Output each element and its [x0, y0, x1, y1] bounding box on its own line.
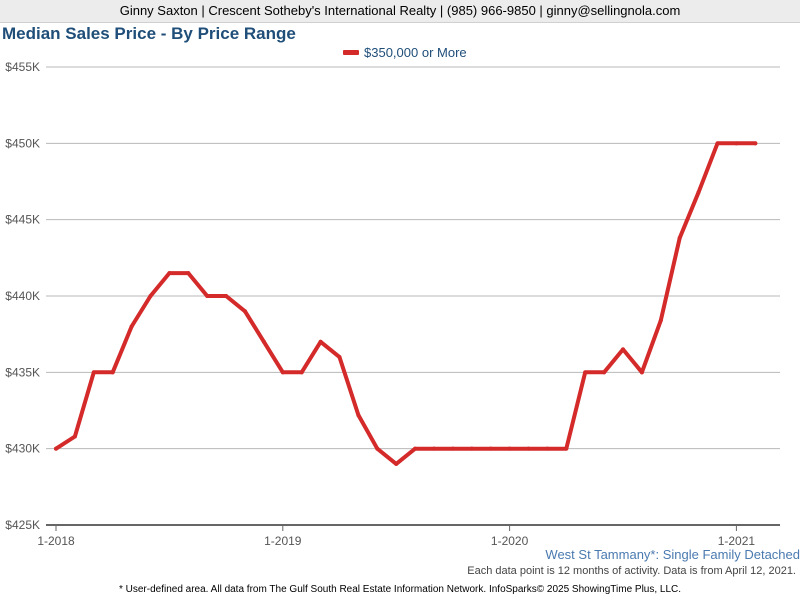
data-point [54, 446, 58, 451]
data-point [639, 370, 644, 375]
series-line [54, 141, 758, 466]
disclaimer: * User-defined area. All data from The G… [118, 584, 682, 595]
data-point [280, 370, 285, 375]
x-tick-label: 1-2019 [264, 534, 302, 548]
data-point [243, 309, 247, 314]
y-tick-label: $435K [5, 365, 40, 379]
chart-legend[interactable]: $350,000 or More [343, 45, 467, 60]
data-point [507, 446, 512, 451]
data-point [696, 190, 701, 195]
data-point [129, 324, 134, 329]
data-point [450, 446, 455, 451]
data-point [545, 446, 550, 451]
data-point [91, 370, 96, 375]
data-point [72, 434, 77, 439]
data-point [753, 141, 758, 146]
y-tick-label: $445K [5, 213, 40, 227]
y-tick-label: $450K [5, 136, 40, 150]
data-point [261, 339, 266, 344]
data-point [375, 446, 380, 451]
x-tick-label: 1-2018 [37, 534, 75, 548]
data-note: Each data point is 12 months of activity… [467, 565, 796, 577]
data-point [394, 461, 399, 466]
data-point [167, 271, 172, 276]
data-point [337, 355, 342, 360]
legend-swatch [343, 50, 359, 55]
data-point [621, 347, 625, 352]
x-axis: 1-2018 1-2019 1-2020 1-2021 [37, 524, 780, 548]
chart-title: Median Sales Price - By Price Range [2, 24, 296, 43]
grid-lines [46, 66, 780, 450]
y-tick-label: $455K [5, 60, 40, 74]
data-point [526, 446, 531, 451]
y-tick-label: $440K [5, 289, 40, 303]
y-tick-label: $425K [5, 518, 40, 532]
data-point [224, 294, 229, 298]
area-label: West St Tammany*: Single Family Detached [545, 547, 800, 562]
data-point [564, 446, 569, 451]
data-point [469, 446, 474, 451]
data-point [299, 370, 304, 375]
data-point [677, 235, 682, 240]
x-tick-label: 1-2020 [491, 534, 529, 548]
data-point [318, 339, 323, 344]
data-point [205, 294, 210, 298]
data-point [488, 446, 493, 451]
data-point [413, 446, 418, 451]
data-point [734, 141, 739, 146]
agent-contact-bar: Ginny Saxton | Crescent Sotheby's Intern… [0, 0, 800, 23]
data-point [186, 271, 191, 276]
y-tick-label: $430K [5, 442, 40, 456]
data-point [602, 370, 607, 375]
legend-label: $350,000 or More [364, 45, 467, 60]
data-point [148, 294, 153, 298]
data-point [658, 318, 663, 323]
series-layer [54, 141, 758, 466]
data-point [432, 446, 436, 451]
data-point [583, 370, 588, 375]
x-tick-label: 1-2021 [718, 534, 756, 548]
data-point [715, 141, 720, 146]
data-point [110, 370, 115, 375]
data-point [356, 413, 361, 418]
y-axis-ticks: $425K $430K $435K $440K $445K $450K $455K [5, 60, 40, 532]
